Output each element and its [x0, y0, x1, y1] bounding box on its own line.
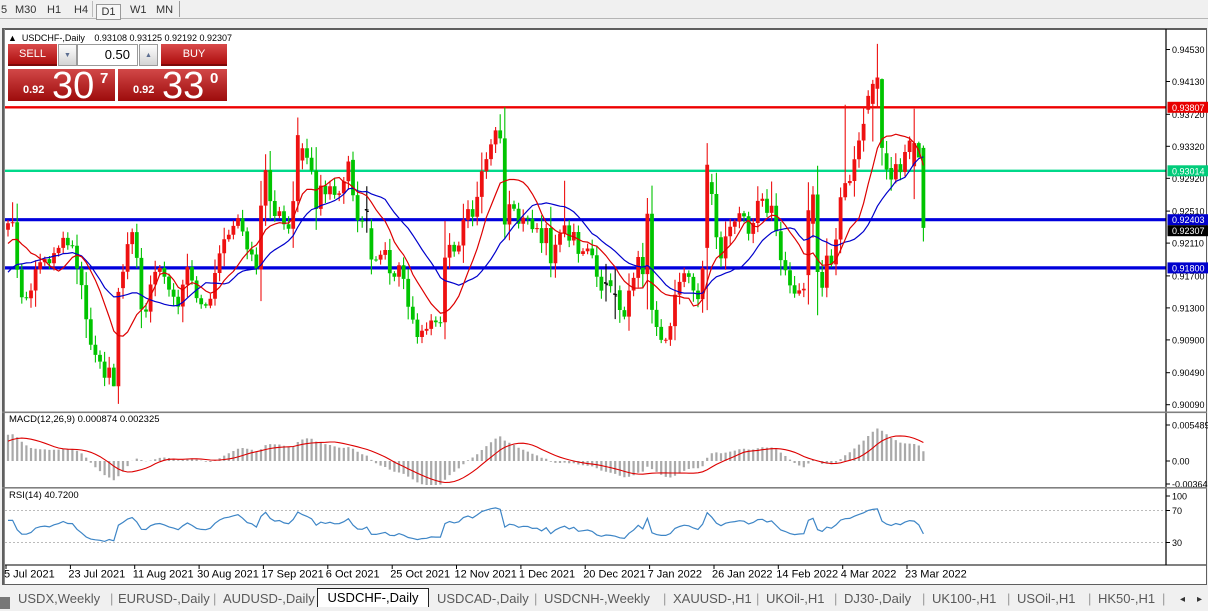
svg-text:17 Sep 2021: 17 Sep 2021 — [261, 569, 323, 581]
svg-text:6 Oct 2021: 6 Oct 2021 — [326, 569, 380, 581]
svg-text:70: 70 — [1172, 506, 1182, 516]
svg-text:20 Dec 2021: 20 Dec 2021 — [583, 569, 645, 581]
svg-text:11 Aug 2021: 11 Aug 2021 — [133, 569, 194, 581]
svg-text:-0.003645: -0.003645 — [1172, 480, 1208, 490]
svg-text:12 Nov 2021: 12 Nov 2021 — [455, 569, 517, 581]
svg-text:23 Mar 2022: 23 Mar 2022 — [905, 569, 967, 581]
svg-text:0.92920: 0.92920 — [1172, 174, 1205, 184]
svg-text:0.005489: 0.005489 — [1172, 421, 1208, 431]
svg-text:26 Jan 2022: 26 Jan 2022 — [712, 569, 773, 581]
svg-text:100: 100 — [1172, 492, 1187, 502]
svg-text:0.90090: 0.90090 — [1172, 400, 1205, 410]
svg-text:23 Jul 2021: 23 Jul 2021 — [68, 569, 125, 581]
svg-text:0.91300: 0.91300 — [1172, 303, 1205, 313]
svg-text:0.93720: 0.93720 — [1172, 110, 1205, 120]
svg-text:4 Mar 2022: 4 Mar 2022 — [841, 569, 897, 581]
svg-text:1 Dec 2021: 1 Dec 2021 — [519, 569, 575, 581]
svg-text:0.91700: 0.91700 — [1172, 271, 1205, 281]
svg-text:25 Oct 2021: 25 Oct 2021 — [390, 569, 450, 581]
svg-text:7 Jan 2022: 7 Jan 2022 — [648, 569, 702, 581]
svg-text:30 Aug 2021: 30 Aug 2021 — [197, 569, 259, 581]
svg-text:0.92510: 0.92510 — [1172, 207, 1205, 217]
svg-text:0.90900: 0.90900 — [1172, 335, 1205, 345]
svg-text:0.94530: 0.94530 — [1172, 45, 1205, 55]
svg-text:0.93807: 0.93807 — [1172, 103, 1205, 113]
svg-text:0.92110: 0.92110 — [1172, 239, 1204, 249]
svg-text:0.90490: 0.90490 — [1172, 368, 1205, 378]
svg-text:0.93320: 0.93320 — [1172, 142, 1205, 152]
svg-text:0.92403: 0.92403 — [1172, 215, 1205, 225]
svg-text:0.92307: 0.92307 — [1172, 226, 1205, 236]
svg-text:0.94130: 0.94130 — [1172, 77, 1205, 87]
svg-text:0.93014: 0.93014 — [1172, 166, 1205, 176]
svg-text:14 Feb 2022: 14 Feb 2022 — [776, 569, 838, 581]
svg-text:0.00: 0.00 — [1172, 457, 1190, 467]
svg-text:0.91800: 0.91800 — [1172, 263, 1205, 273]
svg-text:30: 30 — [1172, 538, 1182, 548]
svg-text:5 Jul 2021: 5 Jul 2021 — [4, 569, 55, 581]
